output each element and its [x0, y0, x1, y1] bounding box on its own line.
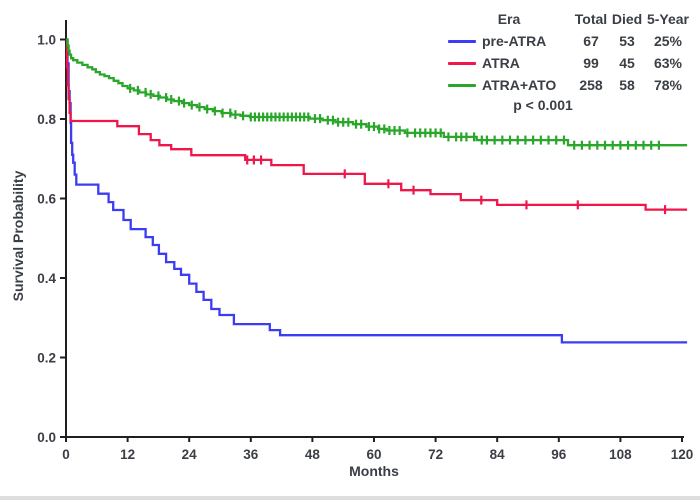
x-tick-label: 36 — [243, 447, 259, 462]
legend-five-year: 25% — [653, 33, 683, 49]
legend-header-died: Died — [611, 11, 643, 27]
km-curve-atra — [65, 38, 688, 211]
legend-grid: Era Total Died 5-Year pre-ATRA 67 53 25% ATR… — [446, 8, 692, 96]
x-tick-label: 108 — [609, 447, 632, 462]
y-tick-label: 0.4 — [37, 271, 56, 286]
x-tick-label: 60 — [366, 447, 381, 462]
y-tick-label: 0.2 — [37, 351, 56, 366]
legend-died: 53 — [619, 33, 635, 49]
legend-total: 258 — [579, 77, 603, 93]
legend-header-five-year: 5-Year — [646, 11, 690, 27]
legend-swatch-pre-atra — [448, 39, 476, 43]
km-curve-pre-atra — [66, 38, 688, 344]
y-tick-label: 1.0 — [37, 33, 56, 48]
x-tick-label: 96 — [551, 447, 567, 462]
x-tick-label: 84 — [490, 447, 506, 462]
x-tick-label: 48 — [305, 447, 321, 462]
legend-died: 45 — [619, 55, 635, 71]
x-tick-label: 0 — [62, 447, 70, 462]
legend: Era Total Died 5-Year pre-ATRA 67 53 25% ATR… — [446, 8, 692, 96]
x-tick-label: 120 — [671, 447, 694, 462]
p-value-annotation: p < 0.001 — [513, 97, 573, 113]
legend-total: 99 — [583, 55, 599, 71]
x-axis-title: Months — [349, 463, 399, 479]
legend-five-year: 63% — [653, 55, 683, 71]
legend-swatch-atra — [448, 61, 476, 65]
legend-five-year: 78% — [653, 77, 683, 93]
legend-label: pre-ATRA — [482, 33, 547, 49]
x-tick-label: 12 — [120, 447, 135, 462]
legend-label: ATRA+ATO — [482, 77, 557, 93]
legend-label: ATRA — [482, 55, 520, 71]
x-tick-label: 72 — [428, 447, 443, 462]
x-tick-label: 24 — [182, 447, 198, 462]
legend-header-total: Total — [574, 11, 608, 27]
legend-header-era: Era — [497, 11, 521, 27]
y-tick-label: 0.0 — [37, 430, 56, 445]
legend-swatch-atra+ato — [448, 83, 476, 87]
legend-died: 58 — [619, 77, 635, 93]
y-axis-title: Survival Probability — [10, 170, 26, 302]
y-tick-label: 0.6 — [37, 192, 56, 207]
bottom-edge-strip — [0, 496, 700, 500]
legend-total: 67 — [583, 33, 599, 49]
y-tick-label: 0.8 — [37, 112, 56, 127]
